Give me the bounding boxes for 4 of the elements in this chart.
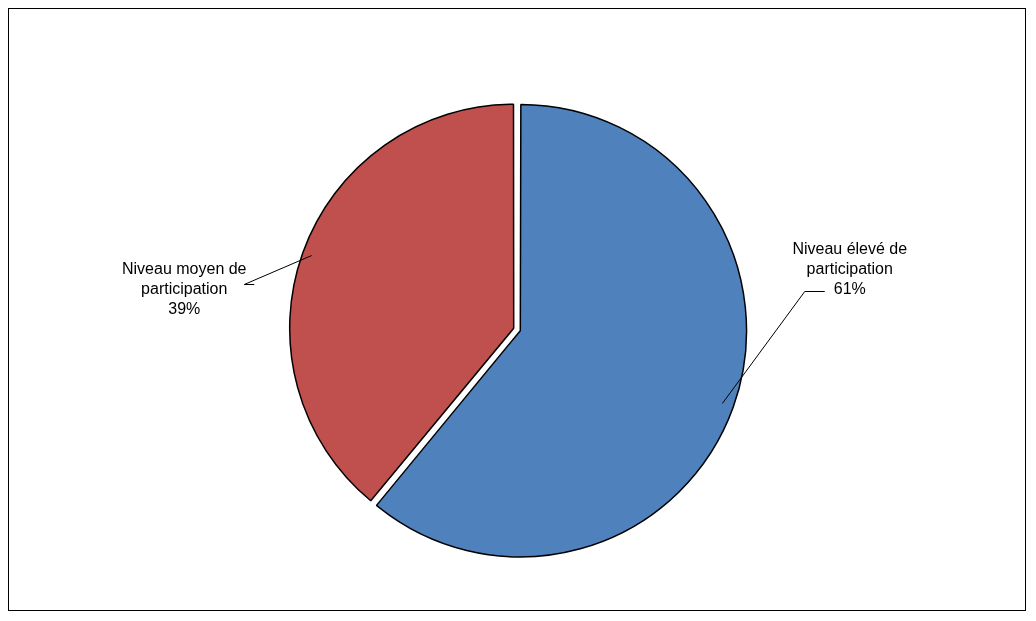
data-label: 39% (168, 299, 201, 317)
data-label: 61% (833, 279, 866, 297)
slice-label: Niveau moyen de participation (121, 259, 247, 297)
slice-label: Niveau élevé de participation (792, 239, 908, 277)
